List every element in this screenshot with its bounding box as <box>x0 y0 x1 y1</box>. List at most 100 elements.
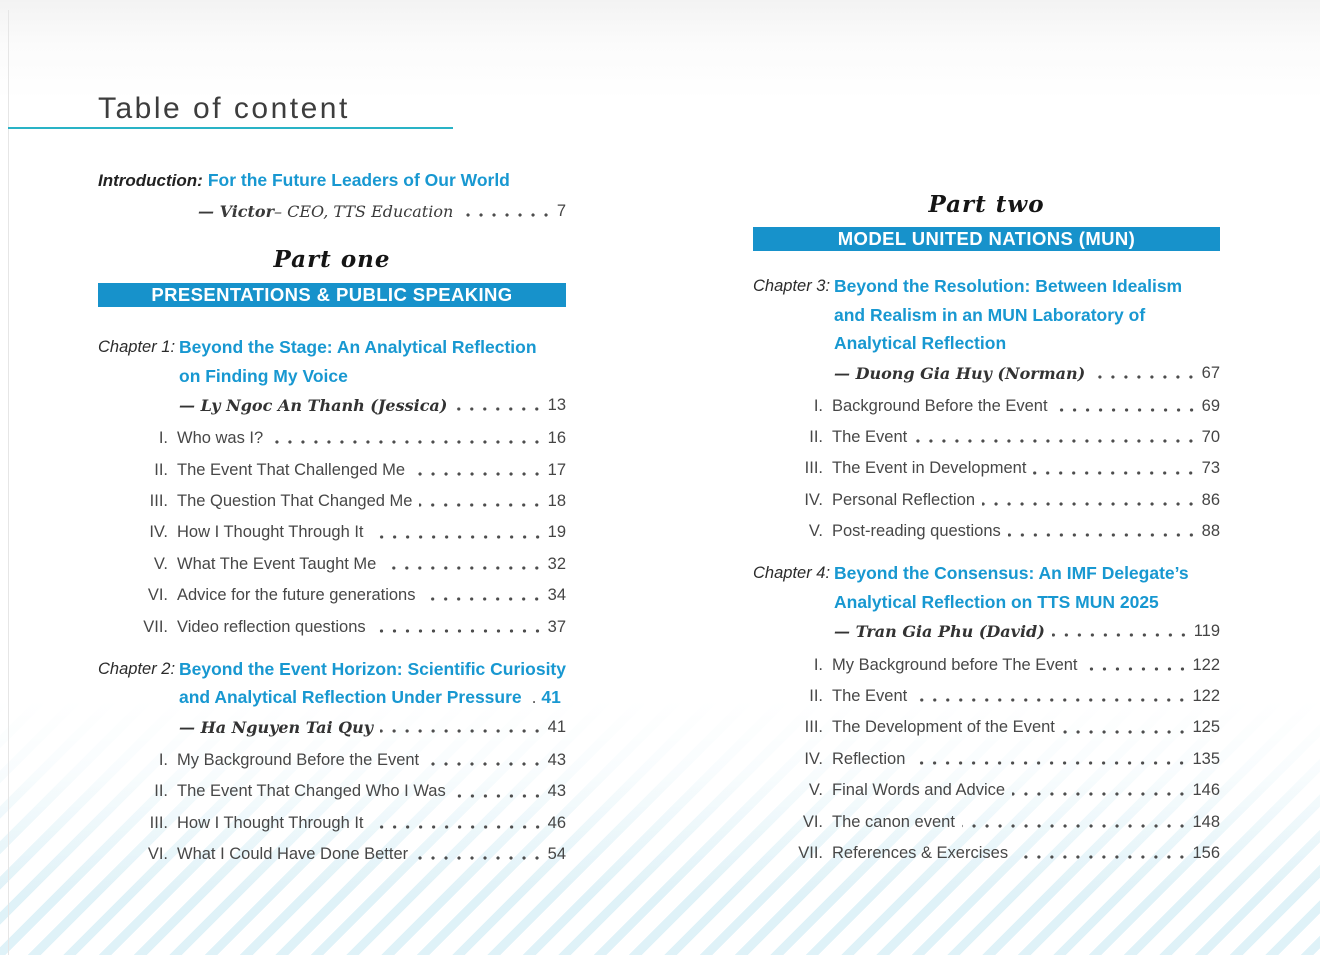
dot-leader <box>372 611 548 643</box>
chapter-heading: Chapter 1: Beyond the Stage: An Analytica… <box>98 333 566 390</box>
dot-leader <box>426 744 548 777</box>
toc-item-numeral: VI. <box>147 845 168 864</box>
dot-leader <box>460 196 557 227</box>
dot-leader <box>415 838 548 871</box>
introduction-title: For the Future Leaders of Our World <box>207 170 510 190</box>
toc-item-text: The Event That Changed Who I Was <box>177 782 446 801</box>
introduction-author-role: – CEO, TTS Education <box>274 202 454 221</box>
toc-item: V. Post-reading questions 88 <box>753 516 1220 548</box>
dot-leader <box>1015 837 1193 870</box>
chapter-heading: Chapter 2: Beyond the Event Horizon: Scie… <box>98 655 566 712</box>
part-one-section: Part one PRESENTATIONS & PUBLIC SPEAKING C… <box>98 245 566 871</box>
toc-item-text: What The Event Taught Me <box>177 554 377 573</box>
toc-item-numeral: I. <box>158 429 168 448</box>
page-number: 43 <box>547 782 566 801</box>
chapter-item-list: I. Who was I? 16 II. The Event That Challeng… <box>98 423 566 643</box>
toc-item: VI. What I Could Have Done Better 54 <box>98 838 566 871</box>
page-number: 146 <box>1192 781 1220 800</box>
page-number: 148 <box>1192 812 1220 831</box>
page-number: 46 <box>547 813 566 832</box>
toc-item: II. The Event 122 <box>753 680 1220 713</box>
chapter-author-row: — Ha Nguyen Tai Quy 41 <box>98 711 566 743</box>
toc-item-numeral: V. <box>808 781 823 800</box>
dot-leader <box>1012 775 1193 807</box>
page-number: 13 <box>547 396 566 414</box>
dot-leader <box>1061 712 1193 744</box>
chapter-title-line: on Finding My Voice <box>179 365 348 386</box>
dot-leader <box>454 390 548 421</box>
chapter-entry: Chapter 3: Beyond the Resolution: Between… <box>753 272 1220 548</box>
title-underline <box>8 127 453 129</box>
toc-item-numeral: III. <box>149 491 168 510</box>
toc-item: I. My Background before The Event 122 <box>753 649 1220 681</box>
toc-item-numeral: V. <box>153 554 168 573</box>
introduction-author-row: — Victor – CEO, TTS Education 7 <box>98 196 566 227</box>
chapter-heading: Chapter 3: Beyond the Resolution: Between… <box>753 272 1220 358</box>
chapter-label: Chapter 4: <box>753 564 831 583</box>
page-number: 41 <box>547 717 566 736</box>
dot-leader <box>370 517 548 549</box>
chapter-title: Beyond the Resolution: Between Idealism a… <box>834 272 1220 358</box>
part-heading: Part two <box>928 191 1045 218</box>
page-number: 43 <box>547 750 566 769</box>
dot-leader <box>270 423 548 455</box>
toc-item-text: The Event <box>832 687 908 706</box>
dot-leader <box>383 548 548 580</box>
toc-item: V. What The Event Taught Me 32 <box>98 548 566 580</box>
toc-item-numeral: II. <box>809 428 823 447</box>
dot-leader <box>412 454 548 486</box>
introduction-author: — Victor <box>198 202 275 221</box>
page-number: 135 <box>1192 749 1220 768</box>
toc-item: I. Who was I? 16 <box>98 423 566 455</box>
page-number: 32 <box>547 554 566 573</box>
toc-item-text: Personal Reflection <box>832 490 976 509</box>
toc-item-text: The Event <box>832 428 908 447</box>
toc-item: III. The Question That Changed Me 18 <box>98 485 566 518</box>
toc-item-text: Video reflection questions <box>177 617 366 636</box>
chapter-title: Beyond the Stage: An Analytical Reflecti… <box>179 333 566 390</box>
right-column: Part two MODEL UNITED NATIONS (MUN) Chapte… <box>753 190 1220 870</box>
toc-item-numeral: VI. <box>147 586 168 605</box>
toc-item-numeral: III. <box>804 718 823 737</box>
chapter-title-line: and Realism in an MUN Laboratory of <box>834 304 1146 325</box>
page-number: 67 <box>1201 363 1220 382</box>
toc-item: VI. The canon event 148 <box>753 806 1220 838</box>
toc-item-numeral: VI. <box>802 812 823 831</box>
dot-leader <box>380 711 548 743</box>
page-number: 86 <box>1201 490 1220 509</box>
page-number: 19 <box>547 523 566 542</box>
chapter-heading: Chapter 4: Beyond the Consensus: An IMF D… <box>753 559 1220 616</box>
chapter-title-line: Beyond the Resolution: Between Idealism <box>834 276 1183 296</box>
toc-item: II. The Event That Changed Who I Was 43 <box>98 776 566 808</box>
dot-leader <box>452 776 548 808</box>
left-column: Introduction: For the Future Leaders of … <box>98 170 566 871</box>
toc-item: III. The Event in Development 73 <box>753 453 1220 485</box>
chapter-author: — Duong Gia Huy (Norman) <box>834 363 1086 383</box>
chapter-title: Beyond the Consensus: An IMF Delegate’s A… <box>834 559 1220 616</box>
toc-item-numeral: IV. <box>149 523 168 542</box>
dot-leader <box>982 484 1202 517</box>
toc-item: VI. Advice for the future generations 34 <box>98 579 566 612</box>
toc-item-numeral: III. <box>804 459 823 478</box>
chapter-entry: Chapter 1: Beyond the Stage: An Analytica… <box>98 333 566 643</box>
page-number: 156 <box>1192 843 1220 862</box>
page-number: 17 <box>547 460 566 479</box>
page-number: 73 <box>1201 459 1220 478</box>
toc-item-numeral: II. <box>809 687 823 706</box>
toc-item: III. How I Thought Through It 46 <box>98 807 566 839</box>
page-title: Table of content <box>98 92 350 125</box>
toc-item-text: How I Thought Through It <box>177 523 364 542</box>
toc-item-numeral: II. <box>154 782 168 801</box>
chapter-title-line: Analytical Reflection on TTS MUN 2025 <box>834 591 1159 612</box>
chapter-item-list: I. My Background before The Event 122 II. Th… <box>753 649 1220 870</box>
toc-item-text: Post-reading questions <box>832 522 1001 541</box>
dot-leader <box>1084 649 1193 681</box>
dot-leader <box>1033 453 1202 485</box>
toc-item: VII. References & Exercises 156 <box>753 837 1220 870</box>
dot-leader <box>1051 616 1194 648</box>
toc-item-text: My Background before The Event <box>832 655 1078 674</box>
part-heading: Part one <box>273 246 391 273</box>
toc-item-numeral: I. <box>158 750 168 769</box>
chapter-entry: Chapter 4: Beyond the Consensus: An IMF D… <box>753 559 1220 870</box>
page-number: 88 <box>1201 522 1220 541</box>
